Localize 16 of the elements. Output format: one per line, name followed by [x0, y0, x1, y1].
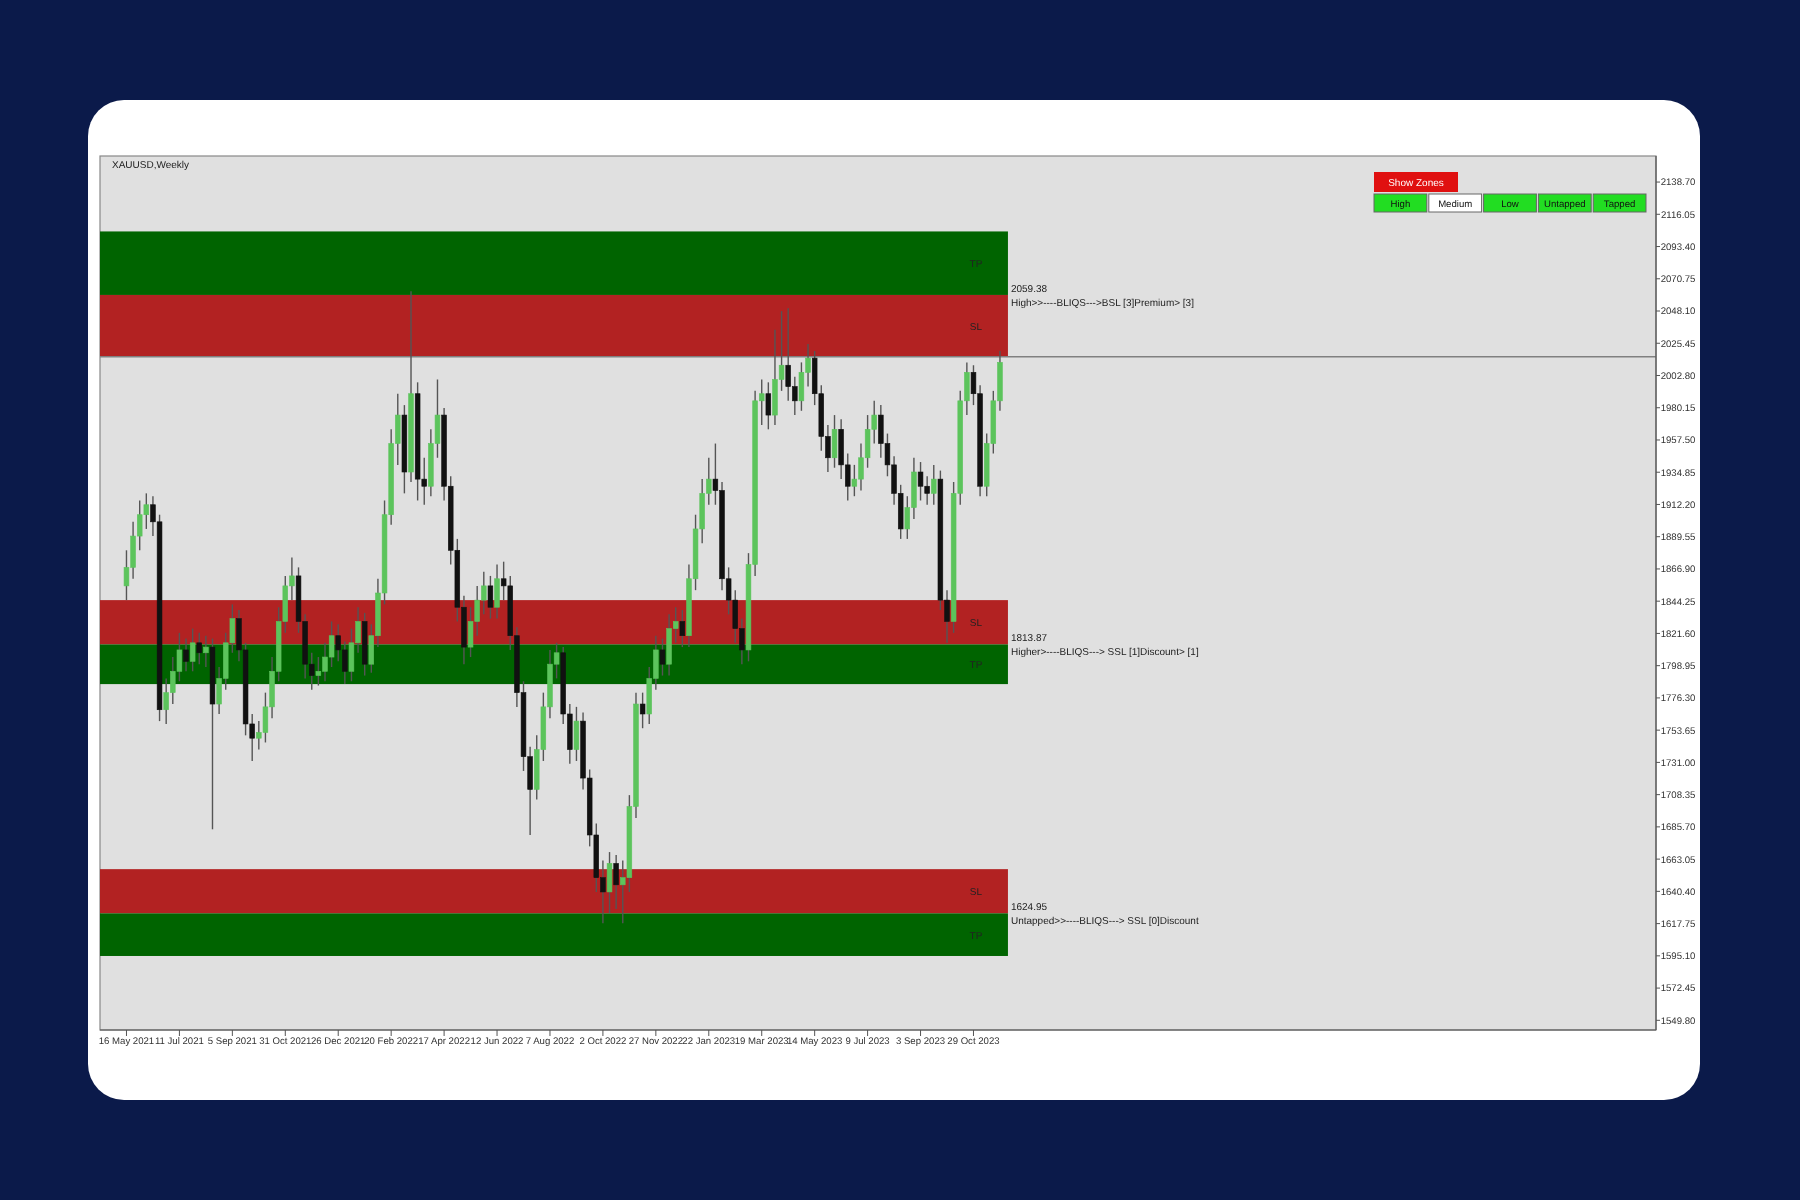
candlestick: [494, 563, 500, 620]
candlestick: [666, 613, 672, 677]
candlestick: [659, 637, 666, 677]
candlestick: [917, 461, 924, 502]
candlestick: [931, 464, 937, 506]
candlestick: [203, 635, 209, 668]
candlestick: [831, 414, 838, 469]
candlestick: [765, 381, 772, 430]
candlestick: [573, 706, 580, 762]
candlestick: [679, 609, 686, 648]
candlestick: [487, 575, 494, 620]
candlestick: [196, 632, 202, 665]
candlestick: [639, 691, 646, 729]
candlestick: [183, 637, 189, 672]
candlestick: [189, 627, 196, 672]
candlestick: [361, 612, 368, 677]
